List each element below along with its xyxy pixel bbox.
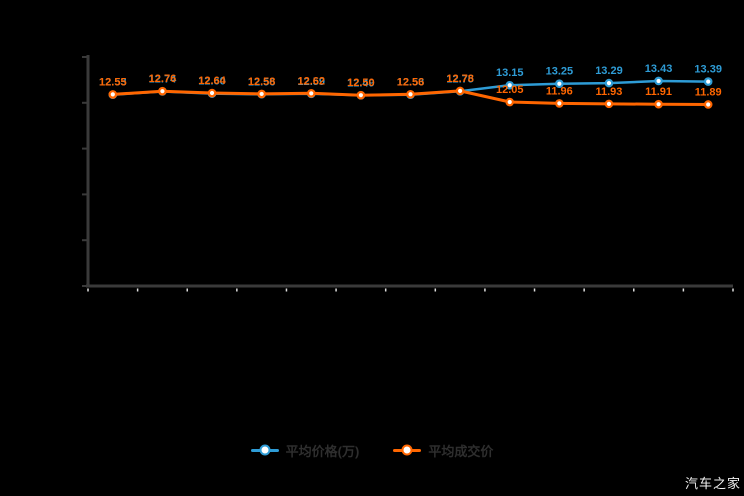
data-point-marker-0-8: [505, 80, 515, 90]
data-label-0-5: 12.49: [347, 77, 375, 89]
data-label-0-1: 12.74: [149, 74, 177, 86]
data-label-1-3: 12.58: [248, 76, 276, 88]
data-point-marker-1-10: [604, 99, 614, 109]
data-point-marker-1-4: [306, 89, 316, 98]
data-point-marker-1-6: [406, 89, 415, 99]
data-label-1-4: 12.62: [298, 75, 326, 87]
data-label-0-6: 12.53: [397, 77, 425, 89]
data-label-1-0: 12.55: [99, 76, 127, 88]
data-point-marker-1-0: [108, 90, 118, 99]
data-label-1-12: 11.89: [695, 86, 722, 98]
watermark-autohome: 汽车之家: [684, 476, 741, 491]
data-label-1-10: 11.93: [596, 86, 623, 98]
data-label-1-1: 12.76: [149, 73, 177, 85]
data-label-0-10: 13.29: [595, 65, 623, 77]
legend-label-avg-price: 平均价格(万): [285, 443, 360, 459]
data-label-0-4: 12.59: [298, 76, 326, 88]
data-point-marker-1-5: [356, 90, 366, 100]
data-point-marker-1-11: [654, 99, 663, 109]
data-point-marker-1-2: [207, 88, 217, 98]
data-label-1-8: 12.05: [496, 84, 524, 96]
data-label-0-12: 13.39: [694, 64, 722, 76]
data-label-1-7: 12.78: [446, 73, 474, 85]
data-point-marker-1-7: [455, 86, 465, 96]
data-label-0-2: 12.60: [198, 76, 226, 88]
data-label-1-9: 11.96: [546, 85, 573, 97]
data-label-1-5: 12.50: [347, 77, 375, 89]
data-point-marker-1-1: [158, 86, 167, 96]
data-label-1-2: 12.64: [198, 75, 226, 87]
data-label-0-9: 13.25: [546, 66, 574, 78]
data-point-marker-1-8: [505, 97, 515, 107]
data-point-marker-1-12: [703, 100, 713, 109]
data-point-marker-0-12: [703, 77, 713, 86]
data-label-0-11: 13.43: [645, 63, 673, 75]
data-point-marker-0-11: [654, 76, 663, 86]
legend-label-avg-deal-price: 平均成交价: [428, 443, 494, 459]
legend-item-avg-price[interactable]: 平均价格(万): [250, 441, 360, 460]
data-point-marker-0-9: [555, 79, 564, 89]
data-point-marker-1-3: [257, 89, 266, 99]
data-point-marker-1-9: [555, 99, 564, 108]
legend-blue-series-icon: [250, 443, 279, 457]
data-label-1-11: 11.91: [645, 86, 672, 98]
data-point-marker-0-10: [604, 78, 614, 88]
legend-item-avg-deal-price[interactable]: 平均成交价: [393, 441, 493, 460]
data-label-0-7: 12.75: [446, 73, 474, 85]
chart-legend: 平均价格(万) 平均成交价: [0, 438, 744, 462]
legend-orange-series-icon: [393, 443, 422, 457]
data-label-0-0: 12.53: [99, 77, 127, 89]
data-label-1-6: 12.56: [397, 76, 425, 88]
data-label-0-3: 12.56: [248, 76, 276, 88]
data-label-0-8: 13.15: [496, 67, 524, 79]
